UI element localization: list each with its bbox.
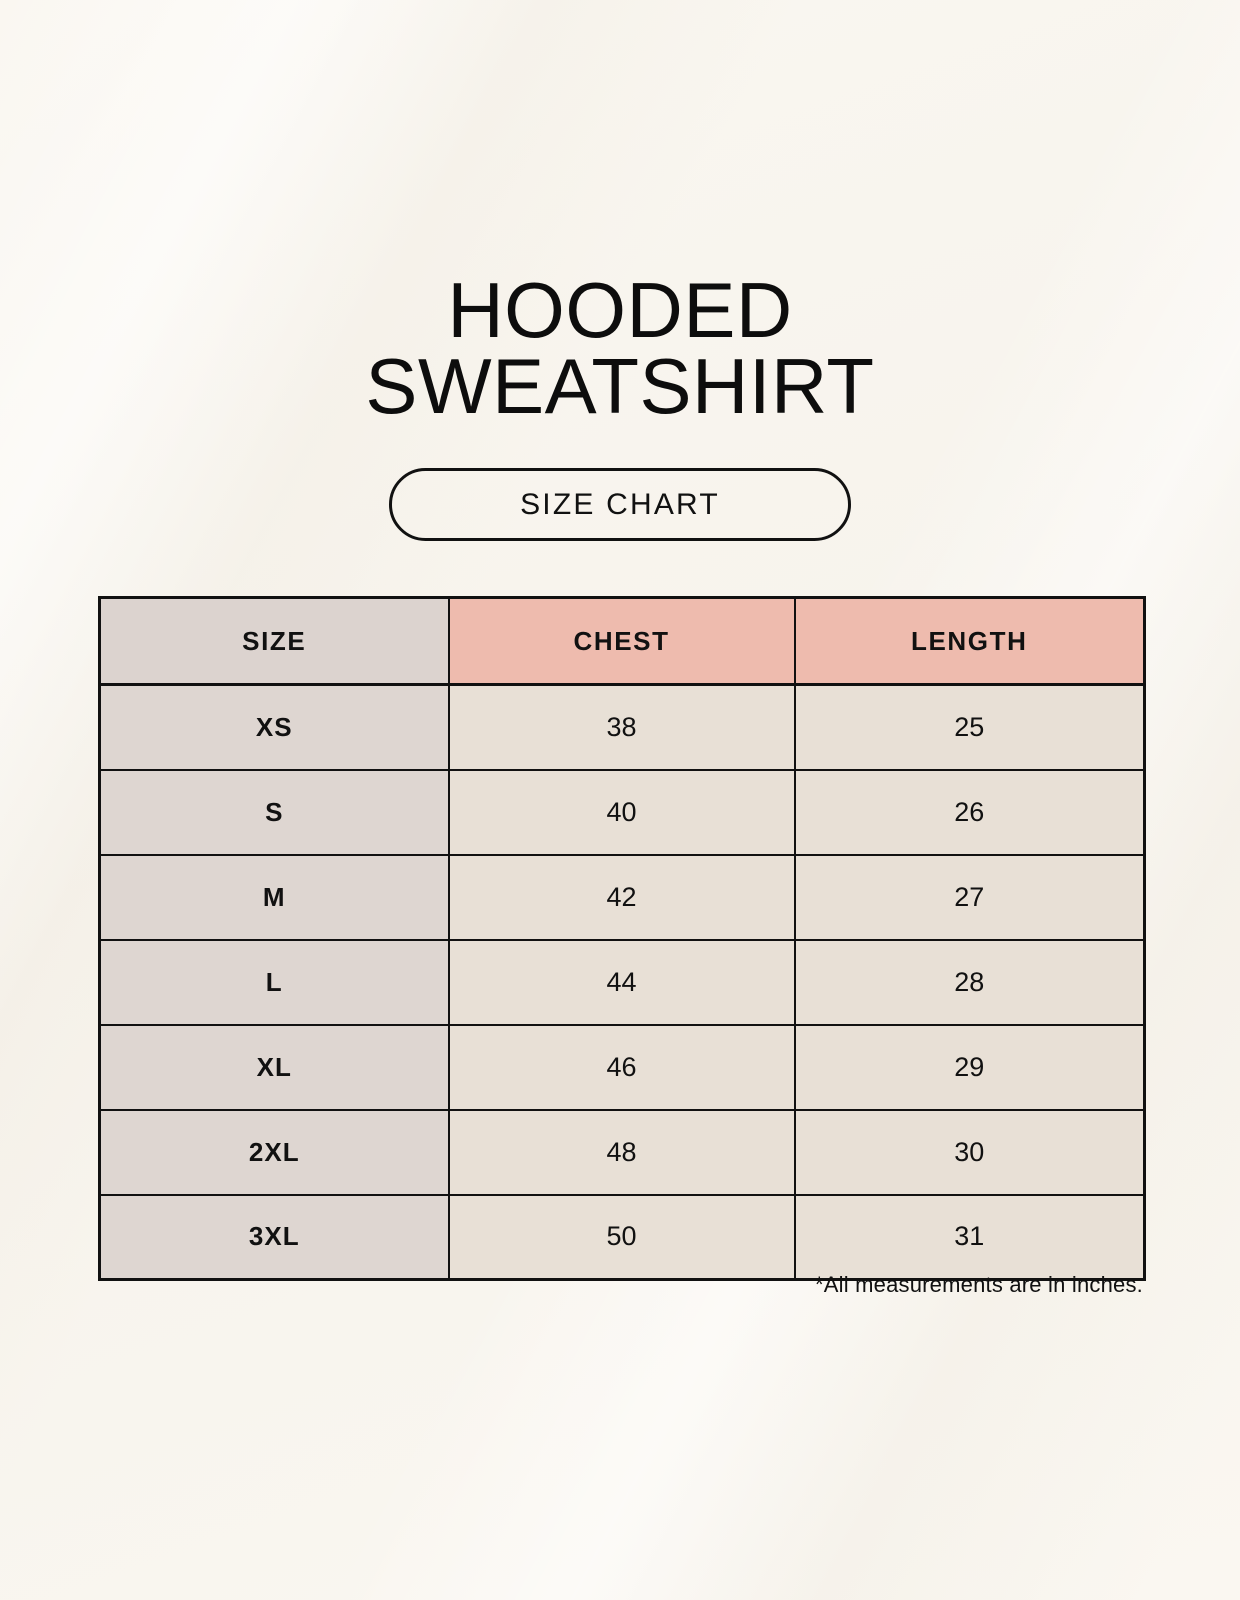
table-row: XL 46 29 [99,1024,1145,1111]
size-table: SIZE CHEST LENGTH XS 38 25 S 40 26 M [98,596,1146,1281]
measurements-footnote: *All measurements are in inches. [815,1272,1143,1297]
cell-size: XS [99,684,450,771]
title-block: HOODED SWEATSHIRT [0,266,1240,431]
column-header-size: SIZE [99,597,450,686]
table-row: L 44 28 [99,939,1145,1026]
size-chart-pill: SIZE CHART [389,468,851,541]
size-table-body: XS 38 25 S 40 26 M 42 27 L 44 28 [99,684,1145,1280]
size-table-head: SIZE CHEST LENGTH [99,597,1145,686]
column-header-length: LENGTH [794,597,1145,686]
cell-length: 28 [794,939,1145,1026]
size-chart-pill-wrap: SIZE CHART [0,468,1240,541]
table-row: 3XL 50 31 [99,1194,1145,1280]
cell-length: 25 [794,684,1145,771]
table-header-row: SIZE CHEST LENGTH [99,597,1145,686]
table-row: S 40 26 [99,769,1145,856]
cell-size: M [99,854,450,941]
table-row: M 42 27 [99,854,1145,941]
cell-chest: 48 [448,1109,796,1196]
cell-length: 27 [794,854,1145,941]
size-table-wrap: SIZE CHEST LENGTH XS 38 25 S 40 26 M [98,596,1146,1281]
size-chart-pill-label: SIZE CHART [520,487,720,521]
table-row: 2XL 48 30 [99,1109,1145,1196]
cell-length: 31 [794,1194,1145,1280]
cell-size: L [99,939,450,1026]
cell-chest: 46 [448,1024,796,1111]
cell-size: XL [99,1024,450,1111]
cell-chest: 44 [448,939,796,1026]
table-row: XS 38 25 [99,684,1145,771]
cell-length: 29 [794,1024,1145,1111]
cell-length: 26 [794,769,1145,856]
cell-chest: 42 [448,854,796,941]
cell-chest: 38 [448,684,796,771]
page-title: HOODED SWEATSHIRT [365,266,875,431]
cell-chest: 50 [448,1194,796,1280]
cell-size: S [99,769,450,856]
cell-chest: 40 [448,769,796,856]
cell-size: 3XL [99,1194,450,1280]
column-header-chest: CHEST [448,597,796,686]
cell-size: 2XL [99,1109,450,1196]
cell-length: 30 [794,1109,1145,1196]
